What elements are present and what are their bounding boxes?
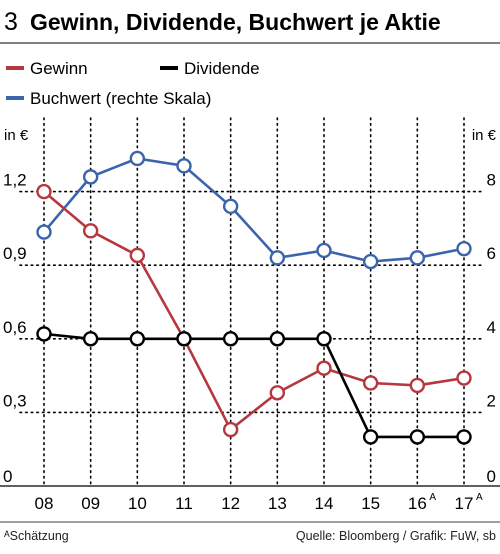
series-point-0	[362, 375, 379, 391]
left-tick-label: 0	[3, 467, 12, 486]
x-tick-label: 15	[361, 494, 380, 513]
legend: Gewinn Dividende Buchwert (rechte Skala)	[6, 59, 260, 108]
series-point-2	[409, 250, 426, 266]
left-tick-label: 0,3	[3, 391, 27, 410]
series-line-0	[43, 190, 465, 431]
right-tick-label: 8	[487, 171, 496, 190]
series-point-2	[316, 242, 332, 259]
series-point-1	[82, 331, 99, 347]
left-axis-unit: in €	[4, 127, 29, 144]
series-point-2	[456, 240, 472, 257]
x-axis-ticks: 08 09 10 11 12 13 14 15 16 A 17 A	[35, 492, 483, 513]
series-point-0	[316, 360, 332, 376]
right-tick-label: 6	[487, 244, 496, 263]
series-point-1	[222, 331, 239, 347]
series-point-2	[36, 224, 52, 240]
x-tick-superscript: A	[429, 492, 436, 503]
series-point-0	[409, 377, 426, 394]
series-point-2	[176, 158, 192, 174]
x-tick-label: 17	[455, 494, 474, 513]
series-line-2	[43, 157, 465, 263]
series-point-0	[456, 370, 472, 386]
x-tick-label: 12	[221, 494, 240, 513]
legend-label-dividende: Dividende	[184, 59, 260, 78]
grid	[0, 117, 500, 487]
right-axis-ticks: 0 2 4 6 8	[487, 171, 496, 486]
series-point-2	[222, 198, 239, 215]
chart-number: 3	[4, 8, 18, 36]
series-point-0	[36, 183, 52, 200]
left-axis-ticks: 0 0,3 0,6 0,9 1,2	[3, 171, 27, 486]
series-point-2	[82, 169, 99, 185]
series-layer	[36, 150, 472, 445]
series-point-1	[129, 331, 146, 347]
right-tick-label: 0	[487, 467, 496, 486]
x-tick-label: 09	[81, 494, 100, 513]
x-tick-label: 16	[408, 494, 427, 513]
right-tick-label: 4	[487, 318, 496, 337]
series-point-2	[269, 250, 286, 266]
footer-note: ᴬSchätzung	[3, 529, 69, 543]
right-tick-label: 2	[487, 391, 496, 410]
legend-label-gewinn: Gewinn	[30, 59, 88, 78]
left-tick-label: 0,9	[3, 244, 27, 263]
left-tick-label: 1,2	[3, 171, 27, 190]
x-tick-label: 13	[268, 494, 287, 513]
x-tick-label: 14	[315, 494, 334, 513]
series-point-2	[129, 150, 146, 167]
series-point-1	[269, 331, 286, 347]
series-point-1	[36, 326, 52, 342]
x-tick-label: 10	[128, 494, 147, 513]
footer-source: Quelle: Bloomberg / Grafik: FuW, sb	[296, 529, 496, 543]
x-tick-label: 08	[35, 494, 54, 513]
series-point-1	[456, 429, 472, 445]
right-axis-unit: in €	[472, 127, 497, 144]
series-point-1	[316, 331, 332, 347]
series-line-1	[43, 332, 464, 439]
series-point-1	[409, 429, 426, 445]
chart-title: Gewinn, Dividende, Buchwert je Aktie	[30, 9, 441, 35]
series-point-0	[222, 421, 239, 438]
series-point-2	[362, 253, 379, 270]
left-tick-label: 0,6	[3, 318, 27, 337]
x-tick-label: 11	[175, 494, 193, 513]
series-point-0	[129, 247, 146, 264]
x-tick-superscript: A	[476, 492, 483, 503]
series-point-1	[362, 429, 379, 445]
series-point-1	[176, 331, 192, 347]
series-point-0	[269, 385, 286, 401]
legend-label-buchwert: Buchwert (rechte Skala)	[30, 89, 211, 108]
series-point-0	[82, 223, 99, 239]
